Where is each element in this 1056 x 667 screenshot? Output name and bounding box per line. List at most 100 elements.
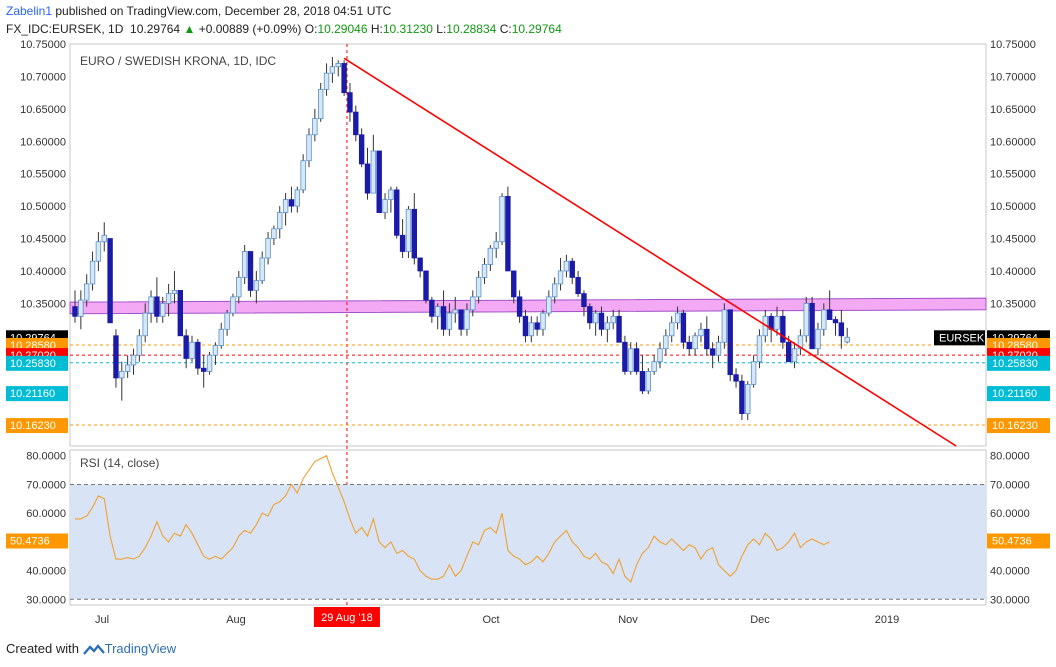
date-marker-label: 29 Aug '18 bbox=[321, 612, 373, 624]
candle-up bbox=[434, 306, 441, 317]
price-tick-left: 10.55000 bbox=[20, 169, 66, 181]
candle-down bbox=[587, 306, 593, 324]
rsi-tick-left: 60.0000 bbox=[26, 508, 66, 520]
candle-up bbox=[657, 348, 663, 363]
high-value: 10.31230 bbox=[382, 22, 433, 36]
price-tick-left: 10.65000 bbox=[20, 104, 66, 116]
candle-up bbox=[715, 341, 722, 356]
candle-up bbox=[470, 296, 476, 311]
candle-up bbox=[101, 234, 107, 243]
x-tick-label: Aug bbox=[226, 614, 246, 626]
candle-up bbox=[663, 335, 669, 350]
candle-up bbox=[698, 328, 704, 337]
x-tick-label: Oct bbox=[482, 614, 499, 626]
candle-up bbox=[669, 322, 675, 337]
candle-down bbox=[423, 270, 429, 301]
candle-down bbox=[522, 315, 529, 337]
rsi-tick-right: 40.0000 bbox=[990, 566, 1030, 578]
author-link[interactable]: Zabelin1 bbox=[6, 4, 53, 18]
candle-down bbox=[399, 234, 406, 252]
candle-up bbox=[89, 260, 96, 285]
candle-down bbox=[622, 341, 628, 372]
candle-down bbox=[200, 367, 207, 372]
x-tick-label: Dec bbox=[750, 614, 770, 626]
candle-down bbox=[440, 306, 447, 330]
candle-down bbox=[347, 92, 353, 113]
candle-up bbox=[552, 283, 558, 298]
price-tick-right: 10.45000 bbox=[990, 234, 1036, 246]
candle-up bbox=[160, 302, 166, 317]
candle-down bbox=[376, 150, 382, 213]
candle-down bbox=[505, 195, 511, 272]
rsi-title: RSI (14, close) bbox=[80, 456, 159, 470]
candle-down bbox=[417, 257, 423, 272]
candle-up bbox=[797, 335, 804, 350]
candle-up bbox=[78, 299, 84, 317]
candle-down bbox=[511, 270, 517, 298]
candle-up bbox=[815, 328, 821, 350]
open-label: O: bbox=[304, 22, 318, 36]
candle-down bbox=[364, 163, 371, 194]
open-value: 10.29046 bbox=[317, 22, 368, 36]
candle-up bbox=[171, 289, 178, 295]
rsi-band bbox=[70, 484, 986, 600]
candle-up bbox=[230, 296, 236, 314]
price-tick-right: 10.55000 bbox=[990, 169, 1036, 181]
candle-up bbox=[405, 208, 412, 252]
candle-up bbox=[84, 283, 90, 301]
candle-down bbox=[429, 299, 435, 317]
rsi-tick-left: 30.0000 bbox=[26, 594, 66, 606]
candle-up bbox=[300, 160, 306, 191]
candle-up bbox=[282, 199, 289, 213]
candle-down bbox=[575, 277, 581, 295]
candle-down bbox=[154, 296, 160, 317]
level-label-right-bg bbox=[987, 386, 1050, 402]
price-tick-left: 10.75000 bbox=[20, 39, 66, 51]
rsi-label-right-bg bbox=[987, 533, 1050, 549]
candle-up bbox=[206, 354, 213, 372]
up-triangle-icon: ▲ bbox=[183, 22, 196, 36]
candle-up bbox=[370, 150, 377, 194]
candle-up bbox=[446, 312, 453, 330]
x-tick-label: Nov bbox=[618, 614, 638, 626]
candle-up bbox=[148, 296, 154, 314]
level-label-left: 10.16230 bbox=[10, 420, 56, 432]
candle-up bbox=[271, 228, 277, 239]
published-text: published on TradingView.com, December 2… bbox=[55, 4, 392, 18]
candle-up bbox=[487, 247, 494, 265]
price-change: +0.00889 (+0.09%) bbox=[198, 22, 302, 36]
candle-down bbox=[727, 309, 733, 376]
candle-up bbox=[189, 341, 195, 359]
level-label-right-bg bbox=[987, 418, 1050, 434]
candle-up bbox=[165, 293, 172, 304]
price-tick-left: 10.50000 bbox=[20, 201, 66, 213]
candle-up bbox=[323, 72, 330, 90]
candle-up bbox=[791, 348, 798, 363]
close-value: 10.29764 bbox=[511, 22, 562, 36]
rsi-line bbox=[75, 454, 830, 583]
candle-down bbox=[394, 189, 400, 236]
price-tick-left: 10.45000 bbox=[20, 234, 66, 246]
created-with-text: Created with bbox=[6, 641, 79, 656]
symbol-tag-bg bbox=[934, 330, 985, 346]
candle-up bbox=[475, 277, 482, 298]
candle-up bbox=[277, 212, 283, 230]
tradingview-brand[interactable]: TradingView bbox=[104, 641, 177, 656]
candle-up bbox=[388, 189, 394, 201]
candle-down bbox=[458, 309, 464, 330]
candle-up bbox=[329, 66, 336, 74]
candle-up bbox=[557, 270, 564, 285]
candle-up bbox=[592, 312, 599, 324]
rsi-label-left-bg bbox=[6, 533, 68, 549]
candle-down bbox=[704, 328, 710, 350]
candle-down bbox=[809, 302, 815, 350]
candle-up bbox=[610, 315, 616, 324]
rsi-tick-right: 60.0000 bbox=[990, 508, 1030, 520]
candle-up bbox=[481, 264, 488, 278]
last-price: 10.29764 bbox=[130, 22, 181, 36]
rsi-tick-right: 80.0000 bbox=[990, 451, 1030, 463]
candle-up bbox=[563, 260, 570, 272]
price-tick-left: 10.40000 bbox=[20, 266, 66, 278]
candle-up bbox=[130, 354, 137, 366]
